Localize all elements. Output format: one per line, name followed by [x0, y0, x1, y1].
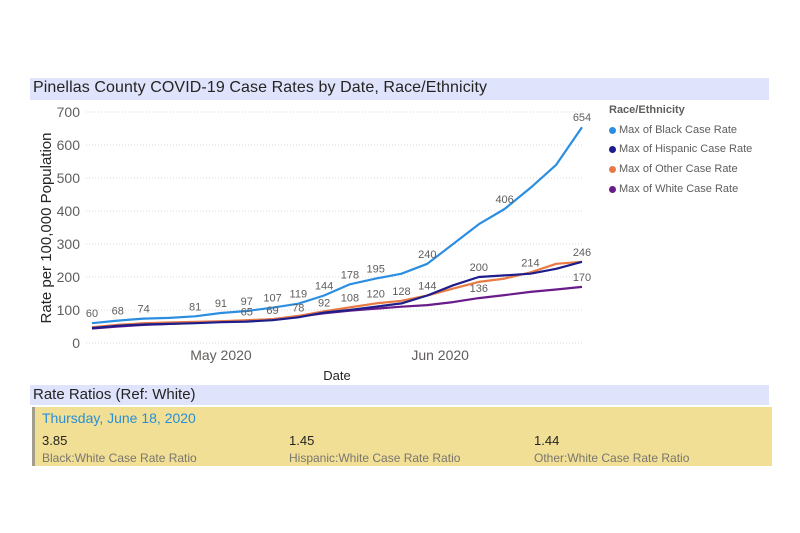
legend-dot-icon: [609, 126, 616, 134]
rate-ratios-title-bar: Rate Ratios (Ref: White): [30, 385, 769, 405]
y-axis-label: Rate per 100,000 Population: [38, 133, 55, 324]
data-label: 170: [573, 272, 591, 284]
kpi-value: 3.85: [42, 433, 68, 448]
legend-item-hispanic[interactable]: Max of Hispanic Case Rate: [609, 139, 752, 159]
kpi-label: Other:White Case Rate Ratio: [534, 451, 690, 465]
legend-item-black[interactable]: Max of Black Case Rate: [609, 120, 752, 140]
data-labels: 60 68 74 81 91 97 107 119 144 178 195 240 406 654 65 69…: [86, 112, 591, 320]
y-tick-label: 200: [57, 269, 81, 285]
kpi-black-white: 3.85 Black:White Case Rate Ratio: [42, 433, 197, 465]
legend-item-other[interactable]: Max of Other Case Rate: [609, 159, 752, 179]
kpi-value: 1.45: [289, 433, 315, 448]
legend-dot-icon: [609, 185, 616, 193]
legend-label: Max of Hispanic Case Rate: [619, 143, 753, 155]
y-tick-label: 100: [57, 302, 81, 318]
data-label: 81: [189, 301, 201, 313]
data-label: 65: [241, 307, 253, 319]
y-tick-label: 500: [57, 170, 81, 186]
x-axis-ticks: May 2020 Jun 2020: [190, 347, 469, 363]
y-tick-label: 600: [57, 137, 81, 153]
data-label: 214: [521, 257, 539, 269]
kpi-label: Black:White Case Rate Ratio: [42, 451, 197, 465]
data-label: 144: [418, 280, 436, 292]
data-label: 68: [112, 306, 124, 318]
legend: Race/Ethnicity Max of Black Case Rate Ma…: [609, 104, 752, 199]
y-tick-label: 400: [57, 203, 81, 219]
x-tick-label: May 2020: [190, 347, 252, 363]
series-line-max-of-other-case-rate[interactable]: [91, 260, 583, 329]
data-label: 92: [318, 298, 330, 310]
data-label: 195: [367, 264, 385, 276]
data-label: 136: [470, 283, 488, 295]
data-label: 654: [573, 112, 591, 124]
data-label: 69: [266, 305, 278, 317]
data-label: 144: [315, 280, 333, 292]
data-label: 91: [215, 298, 227, 310]
data-label: 78: [292, 302, 304, 314]
ratio-date: Thursday, June 18, 2020: [42, 410, 196, 426]
y-axis-ticks: 0 100 200 300 400 500 600 700: [57, 104, 81, 351]
kpi-other-white: 1.44 Other:White Case Rate Ratio: [534, 433, 689, 465]
data-label: 120: [367, 288, 385, 300]
series-line-max-of-hispanic-case-rate[interactable]: [91, 260, 583, 330]
gridlines: [86, 111, 582, 344]
y-tick-label: 0: [72, 335, 80, 351]
data-label: 107: [263, 293, 281, 305]
kpi-label: Hispanic:White Case Rate Ratio: [289, 451, 461, 465]
data-label: 406: [495, 194, 513, 206]
data-label: 240: [418, 249, 436, 261]
data-label: 97: [241, 296, 253, 308]
series-line-max-of-black-case-rate[interactable]: [91, 126, 583, 325]
data-label: 200: [470, 262, 488, 274]
data-label: 178: [341, 269, 359, 281]
series-lines: [91, 126, 583, 330]
data-label: 119: [290, 289, 308, 301]
legend-label: Max of Other Case Rate: [619, 163, 738, 175]
legend-item-white[interactable]: Max of White Case Rate: [609, 179, 752, 199]
kpi-hispanic-white: 1.45 Hispanic:White Case Rate Ratio: [289, 433, 460, 465]
rate-ratios-title: Rate Ratios (Ref: White): [33, 386, 196, 403]
x-axis-label: Date: [323, 368, 350, 383]
legend-title: Race/Ethnicity: [609, 104, 685, 116]
chart-title-bar: Pinellas County COVID-19 Case Rates by D…: [30, 78, 769, 100]
x-tick-label: Jun 2020: [411, 347, 469, 363]
data-label: 128: [392, 286, 410, 298]
legend-dot-icon: [609, 145, 616, 153]
legend-dot-icon: [609, 165, 616, 173]
rate-ratio-card: Thursday, June 18, 2020 3.85 Black:White…: [32, 407, 772, 466]
legend-label: Max of Black Case Rate: [619, 124, 737, 136]
y-tick-label: 300: [57, 236, 81, 252]
data-label: 60: [86, 308, 98, 320]
y-tick-label: 700: [57, 104, 81, 120]
legend-label: Max of White Case Rate: [619, 183, 739, 195]
data-label: 108: [341, 292, 359, 304]
kpi-value: 1.44: [534, 433, 560, 448]
data-label: 246: [573, 247, 591, 259]
data-label: 74: [137, 304, 149, 316]
chart-title: Pinellas County COVID-19 Case Rates by D…: [33, 79, 488, 96]
